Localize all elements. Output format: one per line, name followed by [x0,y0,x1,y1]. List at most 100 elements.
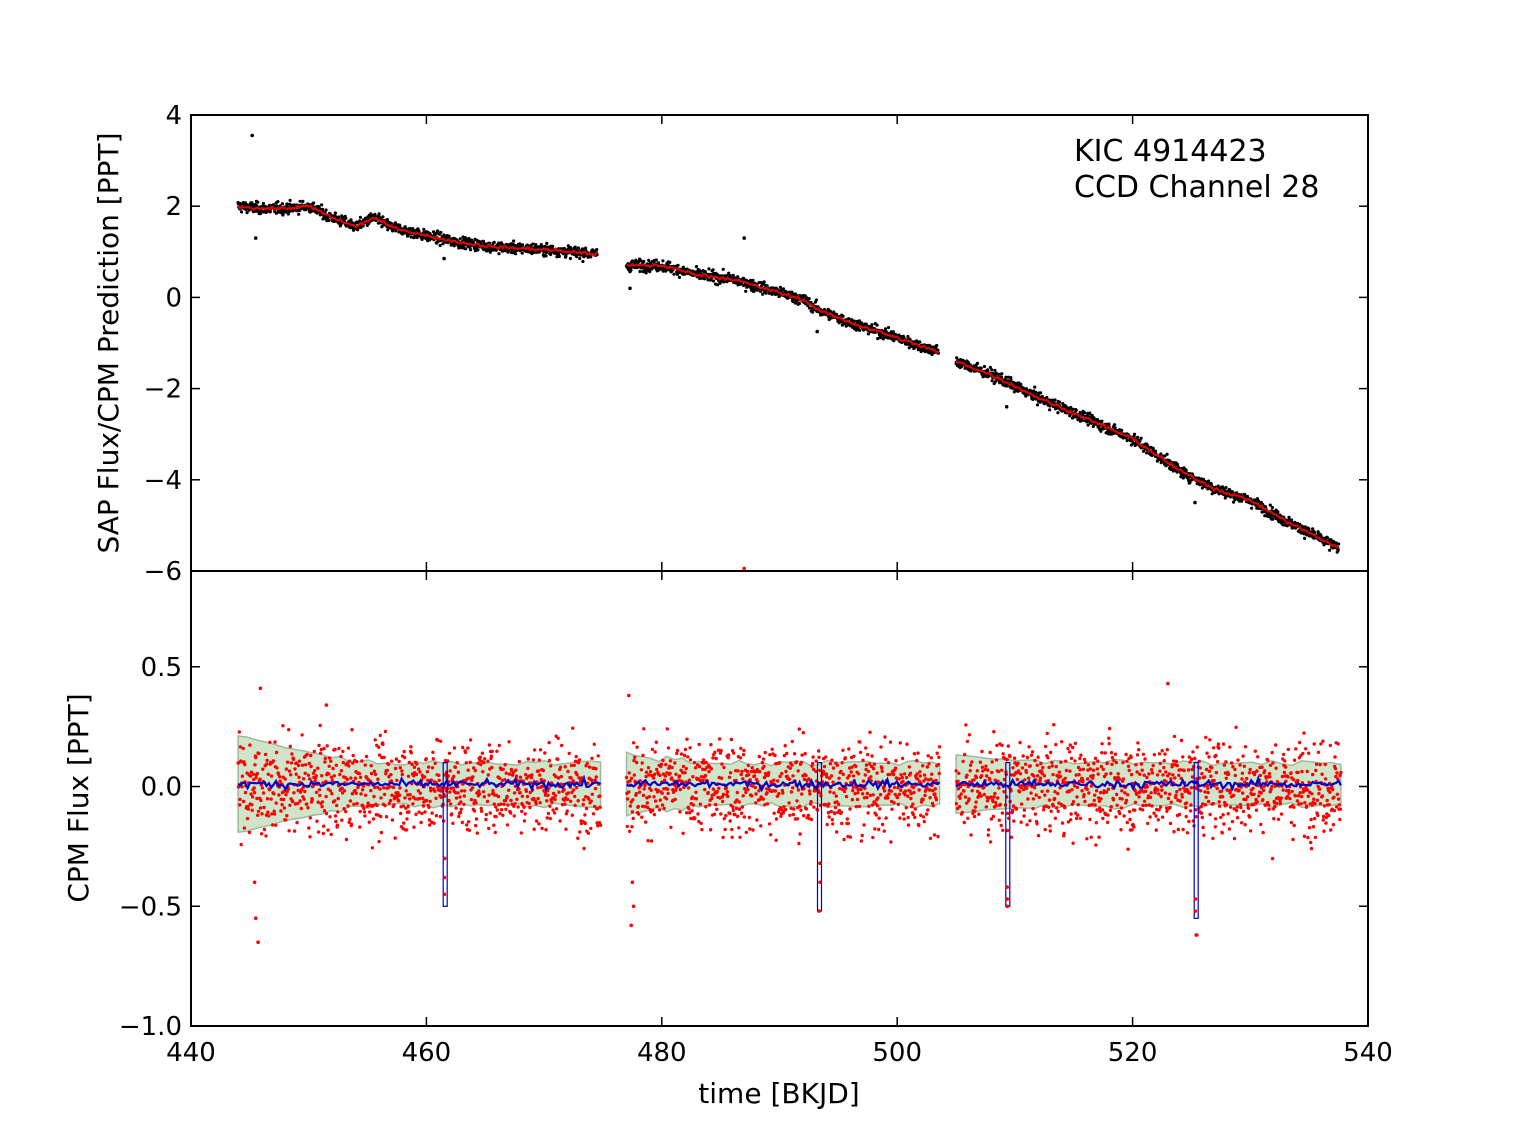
top-data-point [997,372,1002,376]
bottom-data-point [911,802,915,806]
bottom-data-point [578,830,582,834]
bottom-data-point [549,764,553,768]
bottom-data-point [363,814,367,818]
bottom-data-point [877,816,881,820]
bottom-data-point [395,778,399,782]
bottom-data-point [804,807,809,811]
bottom-data-point [763,750,767,755]
bottom-data-point [909,796,913,801]
top-data-point [284,210,288,214]
bottom-data-point [988,750,992,755]
bottom-data-point [874,813,878,817]
bottom-data-point [686,755,690,759]
bottom-data-point [432,821,436,825]
top-data-point [841,314,845,318]
bottom-data-point [340,818,344,822]
bottom-data-point [905,742,909,746]
top-data-point [1210,492,1214,496]
top-data-point [452,244,456,248]
bottom-data-point [550,800,554,804]
bottom-data-point [785,751,789,756]
bottom-data-point [297,759,302,763]
bottom-data-point [346,746,351,750]
bottom-data-point [660,803,665,807]
bottom-data-point [682,753,687,758]
bottom-data-point [316,830,321,834]
bottom-data-point [780,771,784,776]
bottom-data-point [506,803,510,807]
bottom-data-point [790,763,794,767]
bottom-data-point [560,743,564,748]
bottom-data-point [970,760,974,764]
bottom-data-point [454,806,458,810]
bottom-data-point [856,772,861,776]
top-data-point [727,271,731,275]
top-data-point [1100,419,1104,423]
bottom-data-point [699,821,703,825]
bottom-data-point [693,816,697,821]
bottom-data-point [740,805,745,809]
bottom-data-point [289,773,293,777]
bottom-data-point [788,766,792,770]
bottom-data-point [858,740,862,744]
bottom-data-point [487,743,492,747]
bottom-data-point [773,753,777,758]
bottom-data-point [501,767,505,771]
bottom-data-point [308,816,312,820]
bottom-data-point [574,754,578,759]
bottom-data-point [538,773,542,777]
bottom-data-point [879,745,883,749]
bottom-data-point [750,766,754,770]
bottom-data-point [996,769,1001,774]
bottom-data-point [420,811,424,816]
bottom-data-point [328,789,333,793]
bottom-data-point [283,818,288,822]
bottom-data-point [913,815,917,820]
bottom-data-point [880,766,884,770]
top-data-point [1056,411,1060,415]
top-data-point [250,201,254,205]
bottom-data-point [871,835,875,840]
bottom-data-point [697,764,702,769]
top-data-point [847,317,851,321]
bottom-data-point [383,729,388,734]
bottom-data-point [306,806,310,810]
top-data-point [883,327,888,331]
bottom-data-point [258,777,262,781]
bottom-data-point [461,745,465,750]
top-data-point [358,215,362,219]
bottom-data-point [893,766,898,770]
top-data-point [268,210,272,214]
bottom-data-point [256,809,261,814]
bottom-data-point [829,774,834,778]
bottom-data-point [860,792,865,796]
bottom-data-point [342,789,347,793]
bottom-data-point [767,771,771,775]
bottom-data-point [664,762,668,767]
bottom-data-point [908,771,913,775]
bottom-data-point [291,799,295,804]
top-data-point [551,244,555,248]
top-ytick-label: 2 [165,192,182,222]
bottom-data-point [866,752,870,757]
bottom-data-point [630,810,635,814]
top-data-point [439,230,443,234]
bottom-data-point [918,770,922,774]
bottom-data-point [688,746,692,750]
bottom-data-point [848,835,853,839]
bottom-data-point [510,773,515,777]
bottom-data-point [499,802,503,806]
bottom-data-point [712,812,717,816]
bottom-data-point [837,776,841,780]
bottom-data-point [474,823,478,828]
top-data-point [886,326,891,330]
bottom-data-point [937,771,941,776]
top-data-point [650,267,654,271]
bottom-data-point [692,760,697,765]
top-data-point [417,229,421,233]
top-data-point [955,356,959,360]
bottom-data-point [846,821,851,826]
bottom-data-point [842,789,847,794]
bottom-data-point [709,767,713,771]
